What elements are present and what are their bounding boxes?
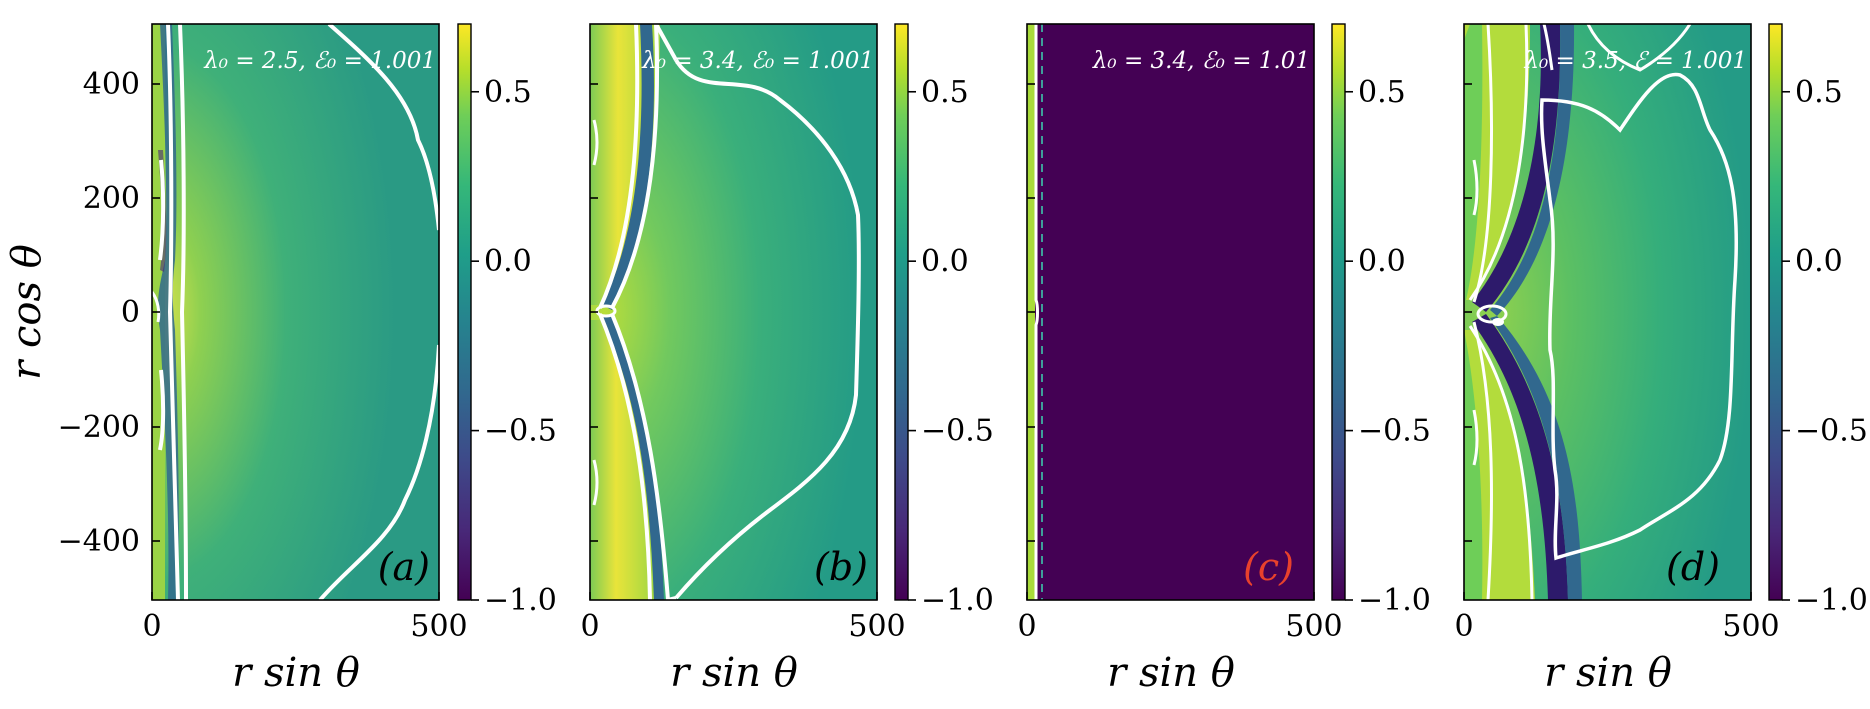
x-tick-label: 0	[1017, 609, 1036, 644]
y-tick-label: −200	[58, 410, 140, 445]
y-tick-label: 200	[83, 181, 140, 216]
colorbar-b	[894, 23, 909, 601]
colorbar-tick-label: −0.5	[484, 414, 557, 449]
colorbar-tick-label: −1.0	[921, 583, 994, 618]
x-axis-title: r sin θ	[1107, 650, 1235, 696]
x-axis-c: 0 500 r sin θ	[1017, 592, 1343, 696]
panel-letter-c: (c)	[1243, 545, 1294, 589]
panel-letter-b: (b)	[814, 545, 868, 589]
colorbar-tick-label: −0.5	[921, 414, 994, 449]
panel-letter-d: (d)	[1666, 545, 1720, 589]
colorbar-tick-label: −1.0	[1358, 583, 1431, 618]
colorbar-tick-label: −1.0	[1795, 583, 1868, 618]
colorbar-tick-label: −0.5	[1358, 414, 1431, 449]
inset-label-c: λ₀ = 3.4, ℰ₀ = 1.01	[1092, 48, 1310, 74]
panel-letter-a: (a)	[378, 545, 430, 589]
colorbar-ticks: 0.5 0.0 −0.5 −1.0 0.5 0.0 −0.5 −1.0 0.5 0.0 −0.5 −1…	[471, 75, 1868, 618]
colorbar-c	[1331, 23, 1346, 601]
y-tick-label: 400	[83, 67, 140, 102]
colorbar-tick-label: −1.0	[484, 583, 557, 618]
x-axis-d: 0 500 r sin θ	[1454, 592, 1780, 696]
colorbar-tick-label: 0.0	[1795, 244, 1843, 279]
x-tick-label: 0	[1454, 609, 1473, 644]
x-axis-b: 0 500 r sin θ	[580, 592, 906, 696]
x-tick-label: 500	[1722, 609, 1779, 644]
y-axis-title: r cos θ	[4, 244, 50, 380]
heatmap-c	[1027, 24, 1314, 600]
y-ticks-d	[1464, 83, 1472, 542]
x-tick-label: 0	[580, 609, 599, 644]
colorbar-tick-label: 0.5	[1358, 75, 1406, 110]
heatmap-a	[152, 24, 439, 600]
colorbar-d	[1768, 23, 1783, 601]
inset-label-b: λ₀ = 3.4, ℰ₀ = 1.001	[641, 48, 874, 74]
y-tick-label: −400	[58, 524, 140, 559]
panel-a: λ₀ = 2.5, ℰ₀ = 1.001 (a) 400 200 0 −200 …	[58, 23, 472, 696]
y-ticks-b	[590, 83, 598, 542]
x-axis-title: r sin θ	[670, 650, 798, 696]
x-tick-label: 500	[848, 609, 905, 644]
x-axis-a: 0 500 r sin θ	[142, 592, 468, 696]
colorbar-tick-label: 0.5	[921, 75, 969, 110]
colorbar-tick-label: 0.5	[1795, 75, 1843, 110]
panel-b: λ₀ = 3.4, ℰ₀ = 1.001 (b) 0 500 r sin θ	[580, 23, 909, 696]
inset-label-d: λ₀ = 3.5, ℰ = 1.001	[1523, 48, 1747, 74]
panel-d: λ₀ = 3.5, ℰ = 1.001 (d) 0 500 r sin θ	[1454, 23, 1783, 696]
colorbar-tick-label: 0.5	[484, 75, 532, 110]
x-tick-label: 500	[410, 609, 467, 644]
colorbar-tick-label: 0.0	[484, 244, 532, 279]
x-tick-label: 500	[1285, 609, 1342, 644]
x-axis-title: r sin θ	[1544, 650, 1672, 696]
colorbar-a	[457, 23, 472, 601]
colorbar-tick-label: 0.0	[1358, 244, 1406, 279]
heatmap-d	[1464, 24, 1751, 600]
heatmap-b	[590, 24, 877, 600]
panel-c: λ₀ = 3.4, ℰ₀ = 1.01 (c) 0 500 r sin θ	[1017, 23, 1346, 696]
y-ticks-c	[1027, 83, 1035, 542]
y-tick-label: 0	[121, 295, 140, 330]
colorbar-tick-label: 0.0	[921, 244, 969, 279]
y-axis-a: 400 200 0 −200 −400	[58, 67, 160, 559]
inset-label-a: λ₀ = 2.5, ℰ₀ = 1.001	[203, 48, 436, 74]
x-axis-title: r sin θ	[232, 650, 360, 696]
x-tick-label: 0	[142, 609, 161, 644]
colorbar-tick-label: −0.5	[1795, 414, 1868, 449]
